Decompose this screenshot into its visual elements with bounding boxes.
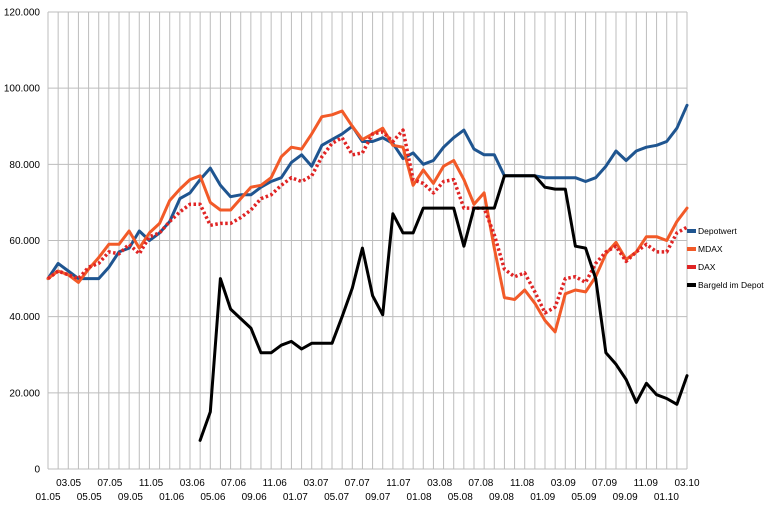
x-tick-label: 11.05 bbox=[139, 478, 164, 489]
x-tick-label: 07.05 bbox=[97, 478, 122, 489]
legend-label: Depotwert bbox=[698, 226, 737, 236]
x-tick-label: 05.09 bbox=[571, 492, 596, 503]
legend: Depotwert MDAX DAX Bargeld im Depot bbox=[687, 226, 764, 290]
x-tick-label: 05.07 bbox=[324, 492, 349, 503]
y-tick-label: 60.000 bbox=[9, 236, 40, 247]
x-tick-label: 01.09 bbox=[530, 492, 555, 503]
series-line-depotwert bbox=[46, 103, 689, 281]
series-line-bargeld-im-depot bbox=[198, 174, 689, 442]
x-tick-label: 09.05 bbox=[118, 492, 143, 503]
y-tick-label: 100.000 bbox=[4, 84, 41, 95]
legend-label: Bargeld im Depot bbox=[698, 280, 764, 290]
x-tick-label: 11.07 bbox=[386, 478, 411, 489]
x-tick-label: 01.06 bbox=[159, 492, 184, 503]
x-tick-label: 01.07 bbox=[283, 492, 308, 503]
y-axis-tick-labels: 0 20.000 40.000 60.000 80.000 100.000 120.000 bbox=[4, 8, 41, 476]
y-tick-label: 40.000 bbox=[9, 312, 40, 323]
x-tick-label: 07.07 bbox=[345, 478, 370, 489]
x-tick-label: 01.08 bbox=[407, 492, 432, 503]
x-tick-label: 01.05 bbox=[35, 492, 60, 503]
legend-label: DAX bbox=[698, 262, 716, 272]
y-tick-label: 120.000 bbox=[4, 8, 41, 19]
x-tick-label: 07.06 bbox=[221, 478, 246, 489]
x-tick-label: 05.06 bbox=[200, 492, 225, 503]
x-axis-tick-labels: 01.05 05.05 09.05 01.06 05.06 09.06 01.07 05.07… bbox=[35, 478, 699, 503]
x-tick-label: 03.07 bbox=[303, 478, 328, 489]
x-tick-label: 09.08 bbox=[489, 492, 514, 503]
x-tick-label: 03.06 bbox=[180, 478, 205, 489]
x-tick-label: 09.09 bbox=[613, 492, 638, 503]
x-tick-label: 03.09 bbox=[551, 478, 576, 489]
x-tick-label: 07.08 bbox=[468, 478, 493, 489]
series-lines bbox=[46, 103, 689, 442]
x-tick-label: 03.05 bbox=[56, 478, 81, 489]
x-tick-label: 09.07 bbox=[365, 492, 390, 503]
y-tick-label: 80.000 bbox=[9, 160, 40, 171]
x-tick-label: 11.06 bbox=[263, 478, 288, 489]
x-tick-label: 03.08 bbox=[427, 478, 452, 489]
y-tick-label: 0 bbox=[34, 465, 40, 476]
x-tick-label: 07.09 bbox=[592, 478, 617, 489]
x-tick-label: 03.10 bbox=[674, 478, 699, 489]
x-tick-label: 05.08 bbox=[448, 492, 473, 503]
legend-label: MDAX bbox=[698, 244, 723, 254]
series-line-dax bbox=[46, 128, 688, 315]
x-tick-label: 11.09 bbox=[634, 478, 659, 489]
x-tick-label: 11.08 bbox=[510, 478, 535, 489]
grid-lines bbox=[47, 11, 688, 470]
series-line-mdax bbox=[46, 109, 689, 334]
x-tick-label: 09.06 bbox=[242, 492, 267, 503]
x-tick-label: 01.10 bbox=[654, 492, 679, 503]
y-tick-label: 20.000 bbox=[9, 388, 40, 399]
x-tick-label: 05.05 bbox=[77, 492, 102, 503]
